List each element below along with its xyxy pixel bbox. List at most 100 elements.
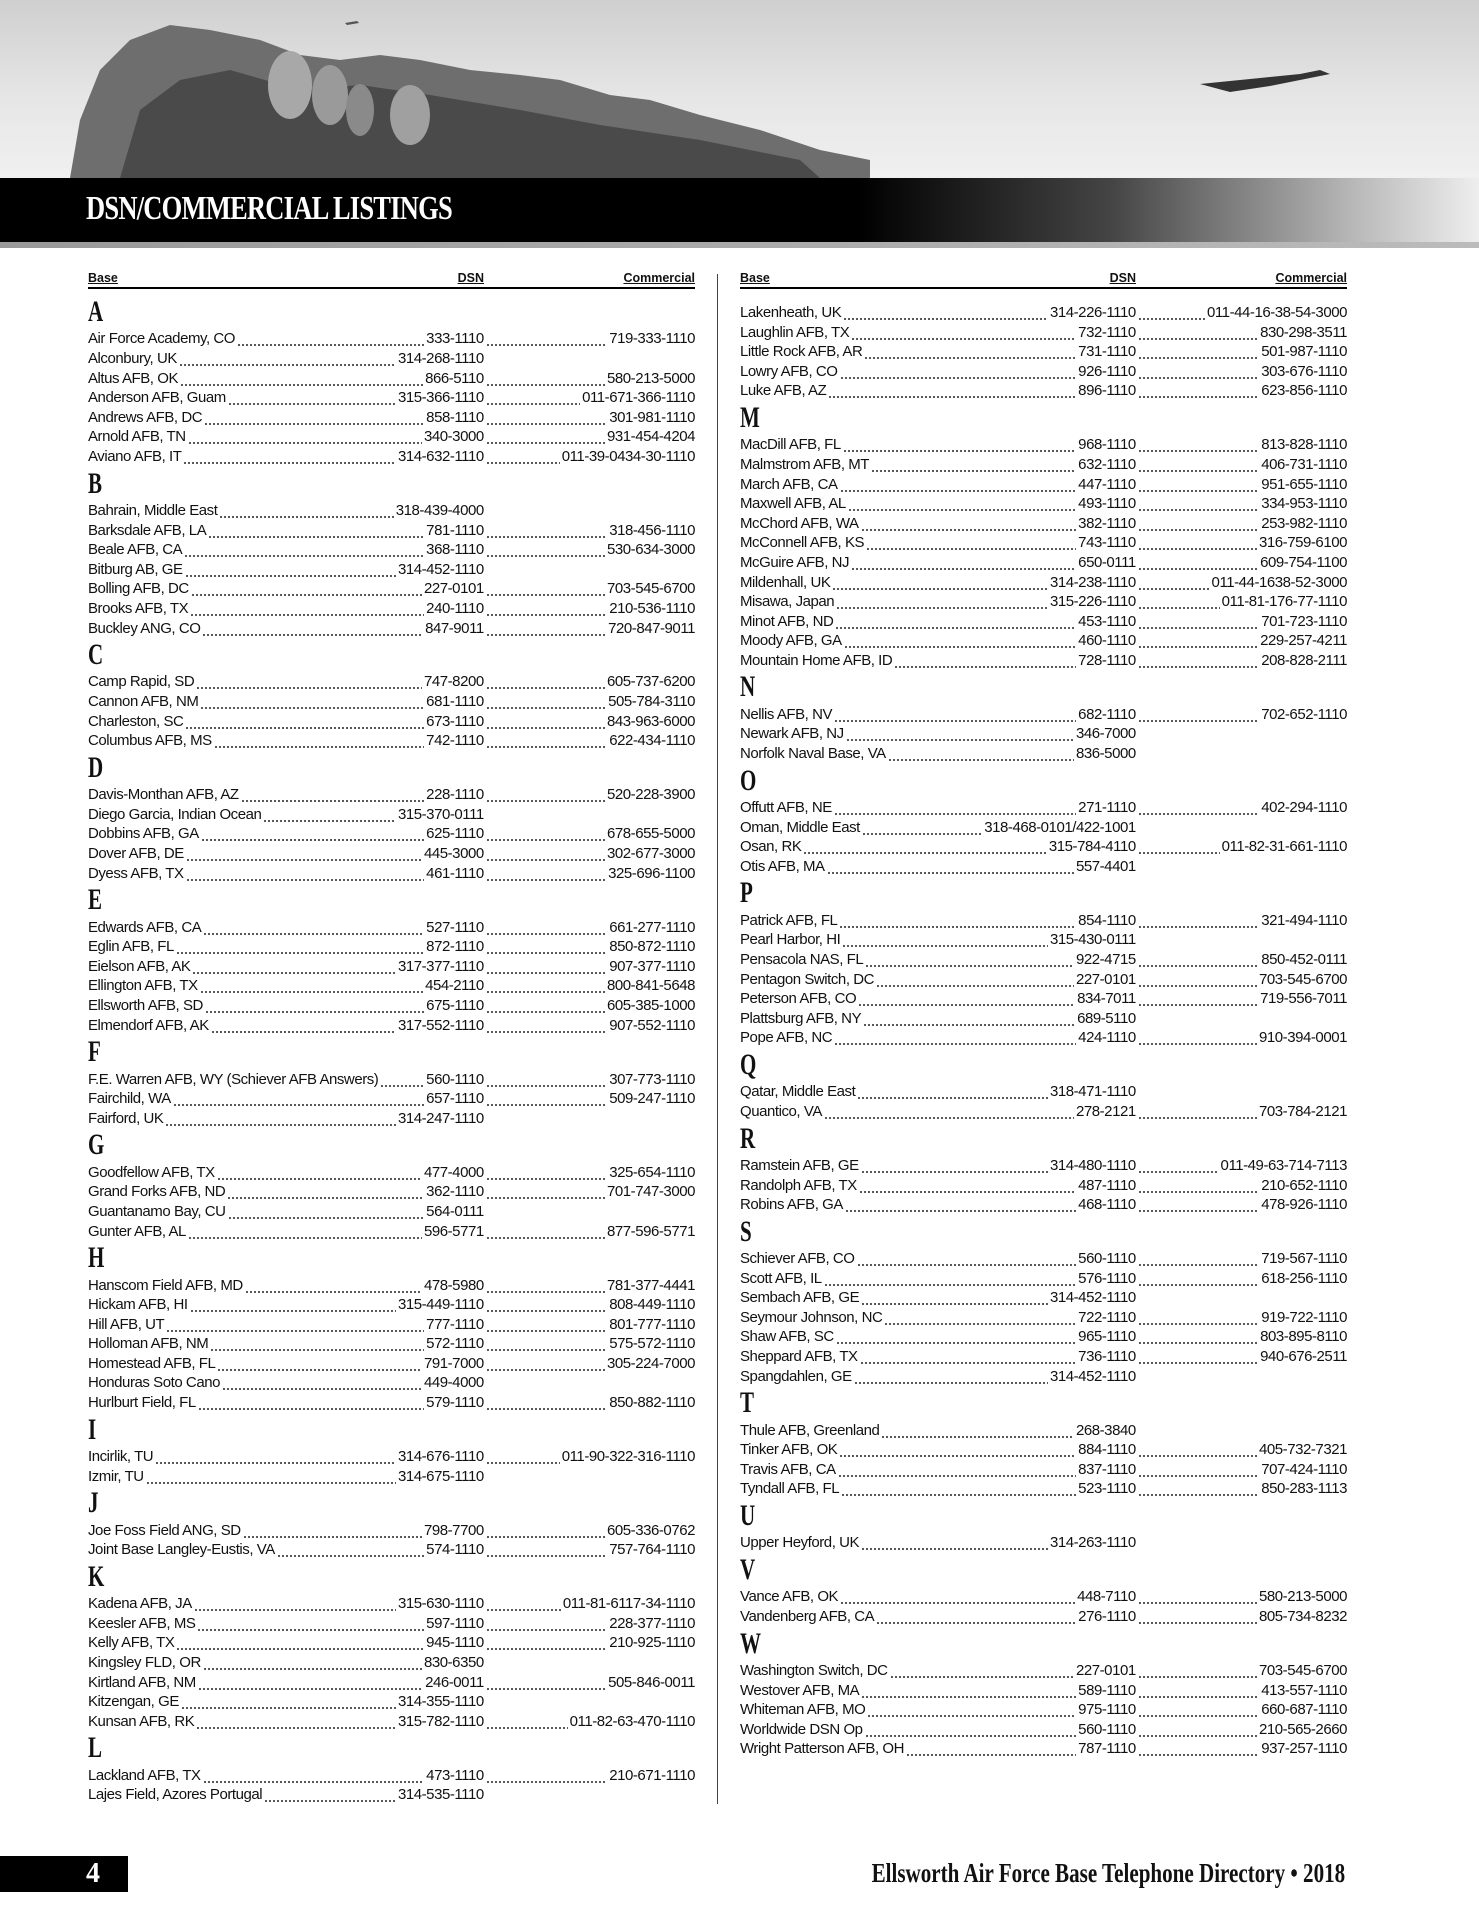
listing-row: Anderson AFB, Guam 315-366-1110 011-671-36… bbox=[88, 388, 695, 408]
listing-row: Washington Switch, DC 227-0101 703-545-670… bbox=[740, 1660, 1347, 1681]
dsn-number: 314-632-1110 bbox=[397, 447, 484, 465]
dot-leader bbox=[485, 598, 608, 619]
dot-leader bbox=[485, 1613, 608, 1634]
listing-row: Homestead AFB, FL 791-7000 305-224-7000 bbox=[88, 1353, 695, 1374]
dot-leader bbox=[834, 704, 1077, 725]
listing-dsn-part: Eielson AFB, AK 317-377-1110 bbox=[88, 956, 484, 977]
commercial-number: 605-385-1000 bbox=[606, 996, 695, 1014]
base-name: Dover AFB, DE bbox=[88, 845, 184, 863]
listing-commercial-part: 580-213-5000 bbox=[484, 368, 695, 389]
listing-commercial-part: 325-654-1110 bbox=[484, 1162, 695, 1183]
listing-row: Plattsburg AFB, NY 689-5110 bbox=[740, 1008, 1347, 1029]
base-name: Kunsan AFB, RK bbox=[88, 1712, 195, 1730]
dsn-number: 965-1110 bbox=[1078, 1328, 1136, 1346]
listing-commercial-part: 781-377-4441 bbox=[484, 1275, 695, 1296]
listing-dsn-part: Lakenheath, UK 314-226-1110 bbox=[740, 303, 1136, 323]
dot-leader bbox=[202, 1652, 422, 1673]
listing-commercial-part: 011-90-322-316-1110 bbox=[484, 1447, 695, 1467]
dsn-number: 884-1110 bbox=[1078, 1441, 1136, 1459]
listing-commercial-part: 622-434-1110 bbox=[484, 731, 695, 751]
listing-dsn-part: McConnell AFB, KS 743-1110 bbox=[740, 533, 1136, 553]
commercial-number: 501-987-1110 bbox=[1261, 343, 1347, 361]
base-name: Joe Foss Field ANG, SD bbox=[88, 1521, 241, 1539]
base-name: Mountain Home AFB, ID bbox=[740, 651, 893, 669]
commercial-number: 622-434-1110 bbox=[609, 732, 695, 750]
dsn-number: 975-1110 bbox=[1078, 1701, 1136, 1719]
dot-leader bbox=[485, 540, 605, 560]
dot-leader bbox=[200, 824, 425, 845]
listing-dsn-part: Vance AFB, OK 448-7110 bbox=[740, 1587, 1136, 1607]
listing-commercial-part: 406-731-1110 bbox=[1136, 454, 1347, 475]
listing-commercial-part bbox=[484, 1202, 695, 1222]
dsn-number: 382-1110 bbox=[1078, 514, 1136, 532]
base-name: Joint Base Langley-Eustis, VA bbox=[88, 1541, 275, 1559]
dot-leader bbox=[843, 631, 1077, 651]
listing-dsn-part: Kunsan AFB, RK 315-782-1110 bbox=[88, 1711, 484, 1732]
listing-row: Arnold AFB, TN 340-3000 931-454-4204 bbox=[88, 427, 695, 447]
base-name: Worldwide DSN Op bbox=[740, 1720, 863, 1738]
dsn-number: 314-452-1110 bbox=[397, 560, 484, 578]
base-name: Malmstrom AFB, MT bbox=[740, 455, 870, 473]
listing-row: Peterson AFB, CO 834-7011 719-556-7011 bbox=[740, 989, 1347, 1009]
dot-leader bbox=[485, 863, 607, 884]
dsn-number: 732-1110 bbox=[1078, 323, 1136, 341]
dot-leader bbox=[485, 329, 608, 349]
listing-dsn-part: Westover AFB, MA 589-1110 bbox=[740, 1680, 1136, 1701]
listing-dsn-part: Bolling AFB, DC 227-0101 bbox=[88, 579, 484, 599]
listing-dsn-part: Pearl Harbor, HI 315-430-0111 bbox=[740, 930, 1136, 950]
base-name: Holloman AFB, NM bbox=[88, 1335, 209, 1353]
listing-dsn-part: Aviano AFB, IT 314-632-1110 bbox=[88, 446, 484, 467]
listing-commercial-part: 334-953-1110 bbox=[1136, 494, 1347, 514]
dot-leader bbox=[192, 956, 396, 977]
dsn-number: 318-439-4000 bbox=[395, 501, 484, 519]
dsn-number: 736-1110 bbox=[1078, 1348, 1136, 1366]
dot-leader bbox=[203, 917, 425, 938]
dot-leader bbox=[828, 381, 1077, 401]
dot-leader bbox=[485, 368, 605, 389]
listing-dsn-part: Misawa, Japan 315-226-1110 bbox=[740, 592, 1136, 612]
commercial-number: 703-545-6700 bbox=[606, 580, 695, 598]
dot-leader bbox=[236, 329, 425, 349]
dsn-number: 896-1110 bbox=[1078, 382, 1136, 400]
listing-commercial-part bbox=[484, 1467, 695, 1487]
listing-dsn-part: Fairford, UK 314-247-1110 bbox=[88, 1108, 484, 1129]
dsn-number: 445-3000 bbox=[423, 845, 484, 863]
base-name: Air Force Academy, CO bbox=[88, 330, 235, 348]
dot-leader bbox=[837, 1459, 1077, 1480]
dsn-number: 227-0101 bbox=[1075, 970, 1136, 988]
base-name: Davis-Monthan AFB, AZ bbox=[88, 786, 239, 804]
header-dsn: DSN bbox=[457, 271, 484, 285]
dot-leader bbox=[196, 672, 422, 693]
base-name: Bitburg AB, GE bbox=[88, 560, 183, 578]
section-letter: H bbox=[88, 1241, 105, 1275]
dot-leader bbox=[823, 1101, 1074, 1122]
listing-commercial-part: 830-298-3511 bbox=[1136, 322, 1347, 343]
listing-row: Charleston, SC 673-1110 843-963-6000 bbox=[88, 711, 695, 732]
dot-leader bbox=[204, 407, 425, 428]
commercial-number: 321-494-1110 bbox=[1261, 911, 1347, 929]
base-name: Guantanamo Bay, CU bbox=[88, 1202, 226, 1220]
base-name: Eielson AFB, AK bbox=[88, 957, 191, 975]
dot-leader bbox=[835, 611, 1077, 632]
listing-row: Qatar, Middle East 318-471-1110 bbox=[740, 1082, 1347, 1102]
base-name: Alconbury, UK bbox=[88, 349, 177, 367]
listing-commercial-part: 937-257-1110 bbox=[1136, 1739, 1347, 1759]
dot-leader bbox=[833, 798, 1077, 818]
dot-leader bbox=[826, 856, 1074, 877]
base-name: Diego Garcia, Indian Ocean bbox=[88, 805, 262, 823]
dsn-number: 315-370-0111 bbox=[397, 805, 484, 823]
listing-commercial-part: 208-828-2111 bbox=[1136, 650, 1347, 671]
commercial-number: 701-747-3000 bbox=[606, 1183, 695, 1201]
dsn-number: 318-468-0101/422-1001 bbox=[984, 818, 1136, 836]
listing-commercial-part bbox=[1136, 1009, 1347, 1029]
base-name: Bahrain, Middle East bbox=[88, 501, 218, 519]
commercial-number: 575-572-1110 bbox=[609, 1335, 695, 1353]
base-name: Hickam AFB, HI bbox=[88, 1296, 188, 1314]
dot-leader bbox=[887, 744, 1074, 764]
dsn-number: 682-1110 bbox=[1078, 705, 1136, 723]
base-name: Tyndall AFB, FL bbox=[740, 1480, 840, 1498]
base-name: Hill AFB, UT bbox=[88, 1315, 165, 1333]
commercial-number: 307-773-1110 bbox=[609, 1070, 695, 1088]
dot-leader bbox=[1137, 631, 1259, 651]
dsn-number: 314-238-1110 bbox=[1049, 573, 1136, 591]
